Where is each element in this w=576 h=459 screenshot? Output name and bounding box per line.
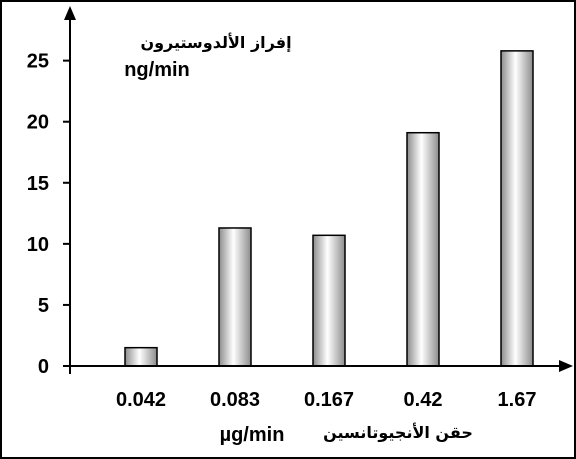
- x-tick-label: 0.42: [404, 389, 443, 411]
- x-ticks-group: 0.042 0.083 0.167 0.42 1.67: [116, 389, 537, 411]
- bar-2: [218, 227, 252, 367]
- x-axis-title: حقن الأنجيوتانسين: [323, 423, 473, 442]
- bar-4: [406, 131, 440, 367]
- x-tick-label: 0.042: [116, 389, 166, 411]
- y-tick-label: 5: [38, 295, 49, 317]
- x-axis-unit: µg/min: [220, 424, 285, 446]
- x-axis-arrowhead: [559, 360, 573, 372]
- x-tick-label: 0.167: [304, 389, 354, 411]
- bars-group: [124, 50, 534, 367]
- x-tick-label: 0.083: [210, 389, 260, 411]
- y-tick-label: 10: [27, 234, 49, 256]
- y-axis-unit: ng/min: [124, 59, 190, 81]
- y-tick-label: 15: [27, 173, 49, 195]
- y-ticks-group: 0 5 10 15 20 25: [27, 51, 70, 378]
- bar-3: [312, 234, 346, 367]
- y-axis-arrowhead: [64, 6, 76, 20]
- x-tick-label: 1.67: [498, 389, 537, 411]
- y-tick-label: 0: [38, 356, 49, 378]
- y-axis-title: إفراز الألدوستيرون: [140, 33, 291, 52]
- bar-5: [500, 50, 534, 367]
- y-tick-label: 25: [27, 51, 49, 73]
- bar-1: [124, 346, 158, 367]
- y-tick-label: 20: [27, 112, 49, 134]
